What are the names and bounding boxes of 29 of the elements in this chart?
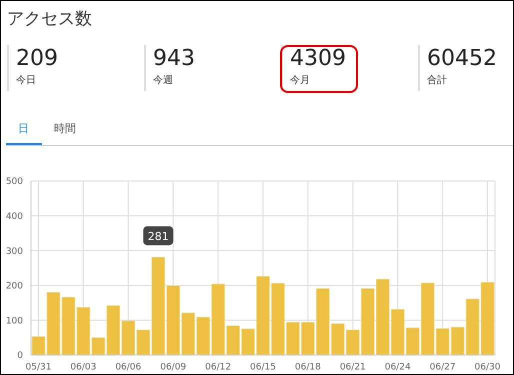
text: 60452 [427,45,497,73]
x-tick-label: 06/24 [384,362,411,372]
text: 合計 [427,74,448,87]
x-tick-label: 06/27 [430,362,456,372]
y-tick-label: 300 [6,246,24,257]
data-label: 281 [148,230,169,244]
y-tick-label: 500 [6,177,24,188]
x-tick-label: 06/03 [70,362,96,372]
x-tick-label: 06/09 [160,362,186,372]
y-tick-label: 100 [6,316,24,326]
text: 今月 [290,74,311,87]
text: アクセス数 [7,8,92,30]
text: 日 [18,121,29,136]
x-tick-label: 05/31 [26,362,52,372]
x-tick-label: 06/30 [474,362,501,372]
text: 時間 [54,121,76,136]
x-tick-label: 06/18 [294,362,322,372]
text: 209 [16,45,58,73]
x-tick-label: 06/06 [115,362,142,372]
text: 今週 [153,74,174,87]
x-tick-label: 06/15 [250,362,276,372]
y-tick-label: 0 [17,351,24,362]
x-tick-label: 06/21 [340,362,366,372]
text: 今日 [16,74,37,87]
y-tick-label: 200 [6,282,24,292]
x-tick-label: 06/12 [205,362,232,372]
text: 943 [153,45,195,73]
y-tick-label: 400 [6,212,24,222]
text: 4309 [290,45,346,73]
